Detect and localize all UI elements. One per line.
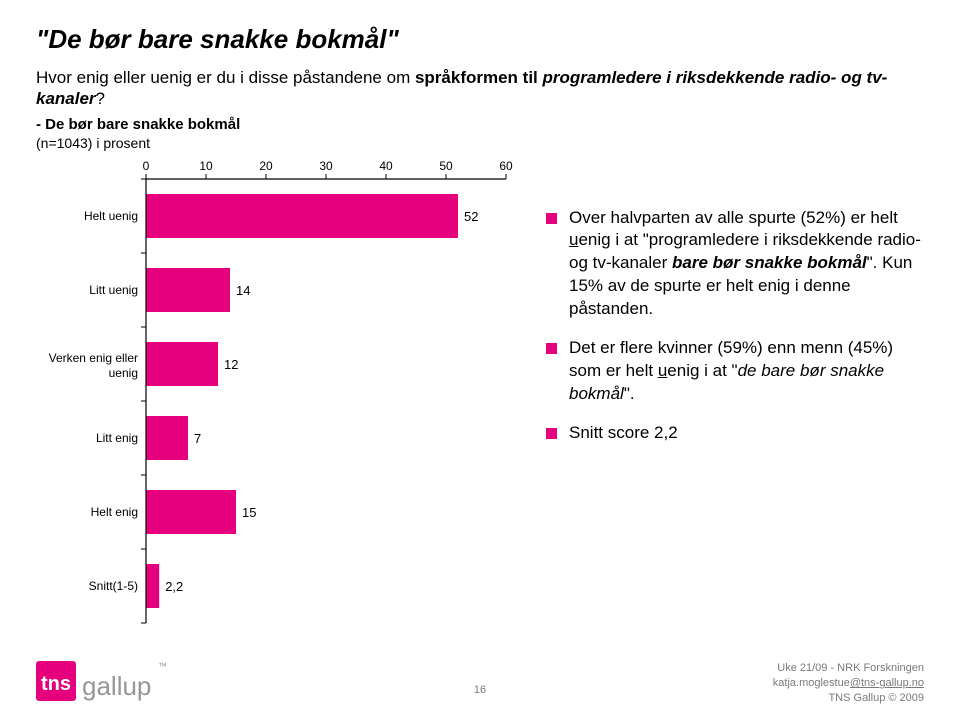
footer-line1: Uke 21/09 - NRK Forskningen <box>773 661 924 676</box>
bar-chart: 0 10 20 30 40 50 60 Helt uenig 52 Litt uenig 14 Ver… <box>36 157 526 637</box>
svg-text:52: 52 <box>464 209 478 224</box>
svg-text:60: 60 <box>499 159 513 173</box>
chart-column: 0 10 20 30 40 50 60 Helt uenig 52 Litt uenig 14 Ver… <box>36 157 526 637</box>
bullet-text: Det er flere kvinner (59%) enn menn (45%… <box>569 337 924 406</box>
bullet-text-segment: bare bør snakke bokmål <box>672 253 867 272</box>
bullet-text: Over halvparten av alle spurte (52%) er … <box>569 207 924 322</box>
sample-size-line: (n=1043) i prosent <box>36 135 924 151</box>
page-number: 16 <box>474 684 486 696</box>
bullet-item: Det er flere kvinner (59%) enn menn (45%… <box>546 337 924 406</box>
svg-text:Snitt(1-5): Snitt(1-5) <box>89 579 138 593</box>
tns-gallup-logo: tns gallup ™ <box>36 655 186 706</box>
bullets-column: Over halvparten av alle spurte (52%) er … <box>546 157 924 461</box>
svg-text:Litt uenig: Litt uenig <box>89 283 138 297</box>
bullet-text-segment: Snitt score 2,2 <box>569 423 678 442</box>
bar-chart-svg: 0 10 20 30 40 50 60 Helt uenig 52 Litt uenig 14 Ver… <box>36 157 526 637</box>
svg-text:tns: tns <box>41 673 71 695</box>
bullet-square-icon <box>546 428 557 439</box>
svg-text:Helt uenig: Helt uenig <box>84 209 138 223</box>
bullet-item: Snitt score 2,2 <box>546 422 924 445</box>
footer-email-post: tns-gallup.no <box>861 677 924 689</box>
svg-text:Verken enig eller: Verken enig eller <box>49 351 138 365</box>
svg-text:7: 7 <box>194 431 201 446</box>
svg-text:14: 14 <box>236 283 250 298</box>
svg-text:30: 30 <box>319 159 333 173</box>
svg-text:10: 10 <box>199 159 213 173</box>
footer-email-at: @ <box>850 677 861 689</box>
statement-line: - De bør bare snakke bokmål <box>36 116 924 133</box>
footer-credits: Uke 21/09 - NRK Forskningen katja.mogles… <box>773 661 924 706</box>
svg-text:50: 50 <box>439 159 453 173</box>
footer-line3: TNS Gallup © 2009 <box>773 691 924 706</box>
bullet-text: Snitt score 2,2 <box>569 422 678 445</box>
bullet-text-segment: enig i at " <box>667 361 737 380</box>
svg-text:gallup: gallup <box>82 671 151 701</box>
svg-text:uenig: uenig <box>109 366 138 380</box>
bullet-item: Over halvparten av alle spurte (52%) er … <box>546 207 924 322</box>
bullet-square-icon <box>546 343 557 354</box>
svg-text:Litt enig: Litt enig <box>96 431 138 445</box>
bullet-list: Over halvparten av alle spurte (52%) er … <box>546 207 924 445</box>
svg-text:12: 12 <box>224 357 238 372</box>
logo-svg: tns gallup ™ <box>36 655 186 701</box>
subtitle-segment: språkformen til <box>415 68 543 87</box>
slide: "De bør bare snakke bokmål" Hvor enig el… <box>0 0 960 714</box>
bullet-text-segment: u <box>658 361 667 380</box>
content-row: 0 10 20 30 40 50 60 Helt uenig 52 Litt uenig 14 Ver… <box>36 157 924 637</box>
question-subtitle: Hvor enig eller uenig er du i disse påst… <box>36 67 924 110</box>
svg-text:15: 15 <box>242 505 256 520</box>
subtitle-segment: Hvor enig eller uenig er du i disse påst… <box>36 68 415 87</box>
footer-line2: katja.moglestue@tns-gallup.no <box>773 676 924 691</box>
footer-email-pre: katja.moglestue <box>773 677 850 689</box>
svg-text:0: 0 <box>143 159 150 173</box>
svg-text:20: 20 <box>259 159 273 173</box>
svg-text:40: 40 <box>379 159 393 173</box>
svg-text:Helt enig: Helt enig <box>91 505 138 519</box>
bullet-text-segment: ". <box>624 384 635 403</box>
bullet-square-icon <box>546 213 557 224</box>
svg-text:2,2: 2,2 <box>165 579 183 594</box>
bullet-text-segment: Over halvparten av alle spurte (52%) er … <box>569 208 898 227</box>
footer: tns gallup ™ 16 Uke 21/09 - NRK Forskninge… <box>0 654 960 714</box>
subtitle-segment: ? <box>96 89 105 108</box>
svg-text:™: ™ <box>158 661 167 671</box>
page-title: "De bør bare snakke bokmål" <box>36 24 924 55</box>
